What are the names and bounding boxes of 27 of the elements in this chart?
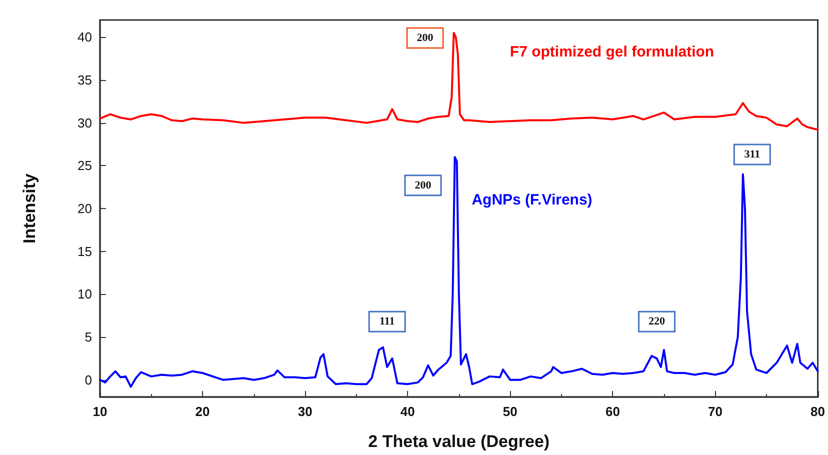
annotation: 200 xyxy=(416,32,434,44)
y-axis-title: Intensity xyxy=(20,173,39,244)
x-tick-label: 80 xyxy=(810,404,826,419)
annotation: 111 xyxy=(379,316,395,328)
y-tick-label: 5 xyxy=(84,330,92,345)
series-label: AgNPs (F.Virens) xyxy=(472,192,592,208)
x-tick-label: 60 xyxy=(605,404,620,419)
y-tick-label: 30 xyxy=(78,115,92,130)
y-tick-label: 10 xyxy=(78,286,92,302)
annotation: 200 xyxy=(414,179,432,192)
x-tick-label: 40 xyxy=(400,404,415,419)
line-series xyxy=(99,32,819,131)
y-tick-label: 25 xyxy=(78,158,92,174)
y-tick-label: 40 xyxy=(78,30,92,45)
y-tick-label: 20 xyxy=(78,201,92,216)
annotation: 220 xyxy=(648,316,666,328)
annotation: 311 xyxy=(744,148,760,161)
y-tick-label: 35 xyxy=(78,72,92,88)
y-tick-label: 15 xyxy=(78,244,92,259)
x-tick-label: 20 xyxy=(195,404,210,419)
x-axis-title: 2 Theta value (Degree) xyxy=(368,432,550,451)
text: F7 optimized gel formulation xyxy=(510,44,714,60)
x-tick-label: 50 xyxy=(502,404,518,419)
x-tick-label: 30 xyxy=(298,404,312,419)
x-tick-label: 70 xyxy=(708,404,722,419)
line-series xyxy=(99,156,819,388)
y-tick-label: 0 xyxy=(84,372,92,388)
